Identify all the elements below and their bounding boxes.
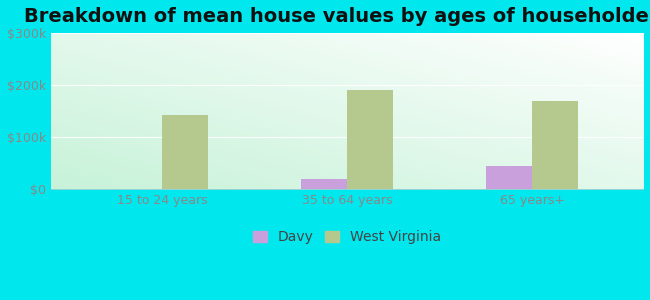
Bar: [532, 101, 579, 189]
Bar: [347, 90, 393, 189]
Title: Breakdown of mean house values by ages of householders: Breakdown of mean house values by ages o…: [24, 7, 650, 26]
Bar: [301, 179, 347, 189]
Legend: Davy, West Virginia: Davy, West Virginia: [248, 224, 447, 250]
Bar: [486, 166, 532, 189]
Bar: [162, 115, 208, 189]
